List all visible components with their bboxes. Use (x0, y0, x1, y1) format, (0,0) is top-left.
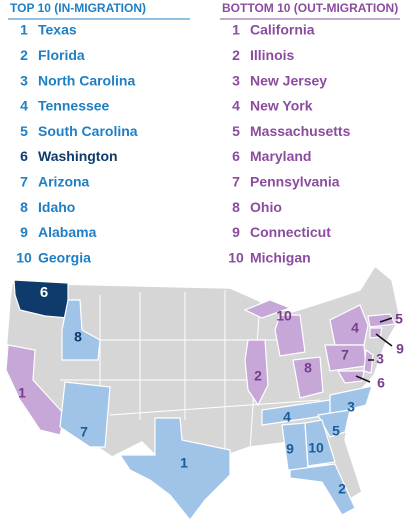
map-label: 5 (332, 423, 340, 439)
state-michigan (274, 314, 306, 357)
state-name: North Carolina (38, 72, 135, 88)
state-name: Maryland (250, 148, 311, 164)
rank: 9 (232, 224, 240, 240)
state-massachusetts (367, 313, 396, 328)
state-name: Pennsylvania (250, 174, 340, 190)
rank: 2 (232, 47, 240, 63)
state-name: Texas (38, 22, 77, 38)
state-michigan-up (243, 299, 292, 319)
rank: 2 (20, 47, 28, 63)
rank: 5 (232, 123, 240, 139)
state-california (5, 344, 66, 436)
top-title: TOP 10 (IN-MIGRATION) (10, 1, 146, 15)
state-name: Michigan (250, 249, 311, 265)
rank: 3 (232, 72, 240, 88)
rank: 4 (20, 98, 28, 114)
rank: 4 (232, 98, 240, 114)
state-florida (289, 463, 356, 516)
state-washington (13, 279, 69, 319)
rank: 10 (16, 249, 32, 265)
map-label: 4 (283, 409, 291, 425)
state-name: Arizona (38, 174, 90, 190)
state-name: Illinois (250, 47, 295, 63)
map-label: 6 (377, 375, 385, 391)
state-name: New Jersey (250, 72, 327, 88)
state-idaho (61, 299, 101, 361)
state-name: South Carolina (38, 123, 138, 139)
rank: 7 (232, 174, 240, 190)
pointer-lines (355, 317, 393, 383)
state-name: Washington (38, 148, 118, 164)
state-name: Alabama (38, 224, 97, 240)
state-illinois (244, 339, 269, 407)
states (5, 279, 396, 521)
rank: 1 (232, 22, 240, 38)
state-name: Ohio (250, 199, 282, 215)
state-name: Connecticut (250, 224, 331, 240)
rank: 8 (20, 199, 28, 215)
map-label: 8 (304, 360, 312, 376)
rank: 9 (20, 224, 28, 240)
state-north-carolina (329, 385, 373, 416)
state-new-jersey (363, 348, 374, 374)
state-name: Idaho (38, 199, 75, 215)
state-name: Florida (38, 47, 85, 63)
map-label: 4 (351, 320, 359, 336)
map-label: 10 (276, 308, 292, 324)
state-name: Massachusetts (250, 123, 351, 139)
state-texas (118, 417, 231, 521)
rank: 10 (228, 249, 244, 265)
state-arizona (59, 381, 111, 448)
map-label: 7 (80, 424, 88, 440)
map-label: 9 (286, 441, 294, 457)
map-label: 9 (396, 341, 404, 357)
rank: 6 (232, 148, 240, 164)
map-label: 10 (308, 440, 324, 456)
map-label: 5 (395, 311, 403, 327)
state-name: California (250, 22, 315, 38)
bottom-title: BOTTOM 10 (OUT-MIGRATION) (222, 1, 398, 15)
map-label: 6 (40, 284, 48, 301)
state-name: New York (250, 98, 313, 114)
map-label: 3 (347, 399, 355, 415)
rank: 8 (232, 199, 240, 215)
map-label: 2 (338, 481, 346, 497)
map-label: 2 (254, 368, 262, 384)
rank: 3 (20, 72, 28, 88)
state-maryland (336, 370, 365, 384)
state-ohio (292, 356, 324, 399)
state-name: Tennessee (38, 98, 110, 114)
state-name: Georgia (38, 249, 91, 265)
state-new-york (329, 304, 369, 346)
state-georgia (304, 419, 336, 467)
map-label: 8 (74, 329, 82, 345)
rank: 6 (20, 148, 28, 164)
map-label: 1 (18, 385, 26, 401)
map-label: 1 (180, 455, 188, 471)
rank: 1 (20, 22, 28, 38)
state-south-carolina (317, 409, 351, 438)
rank: 5 (20, 123, 28, 139)
rank: 7 (20, 174, 28, 190)
map-label: 7 (341, 347, 349, 363)
map-label: 3 (376, 351, 384, 367)
